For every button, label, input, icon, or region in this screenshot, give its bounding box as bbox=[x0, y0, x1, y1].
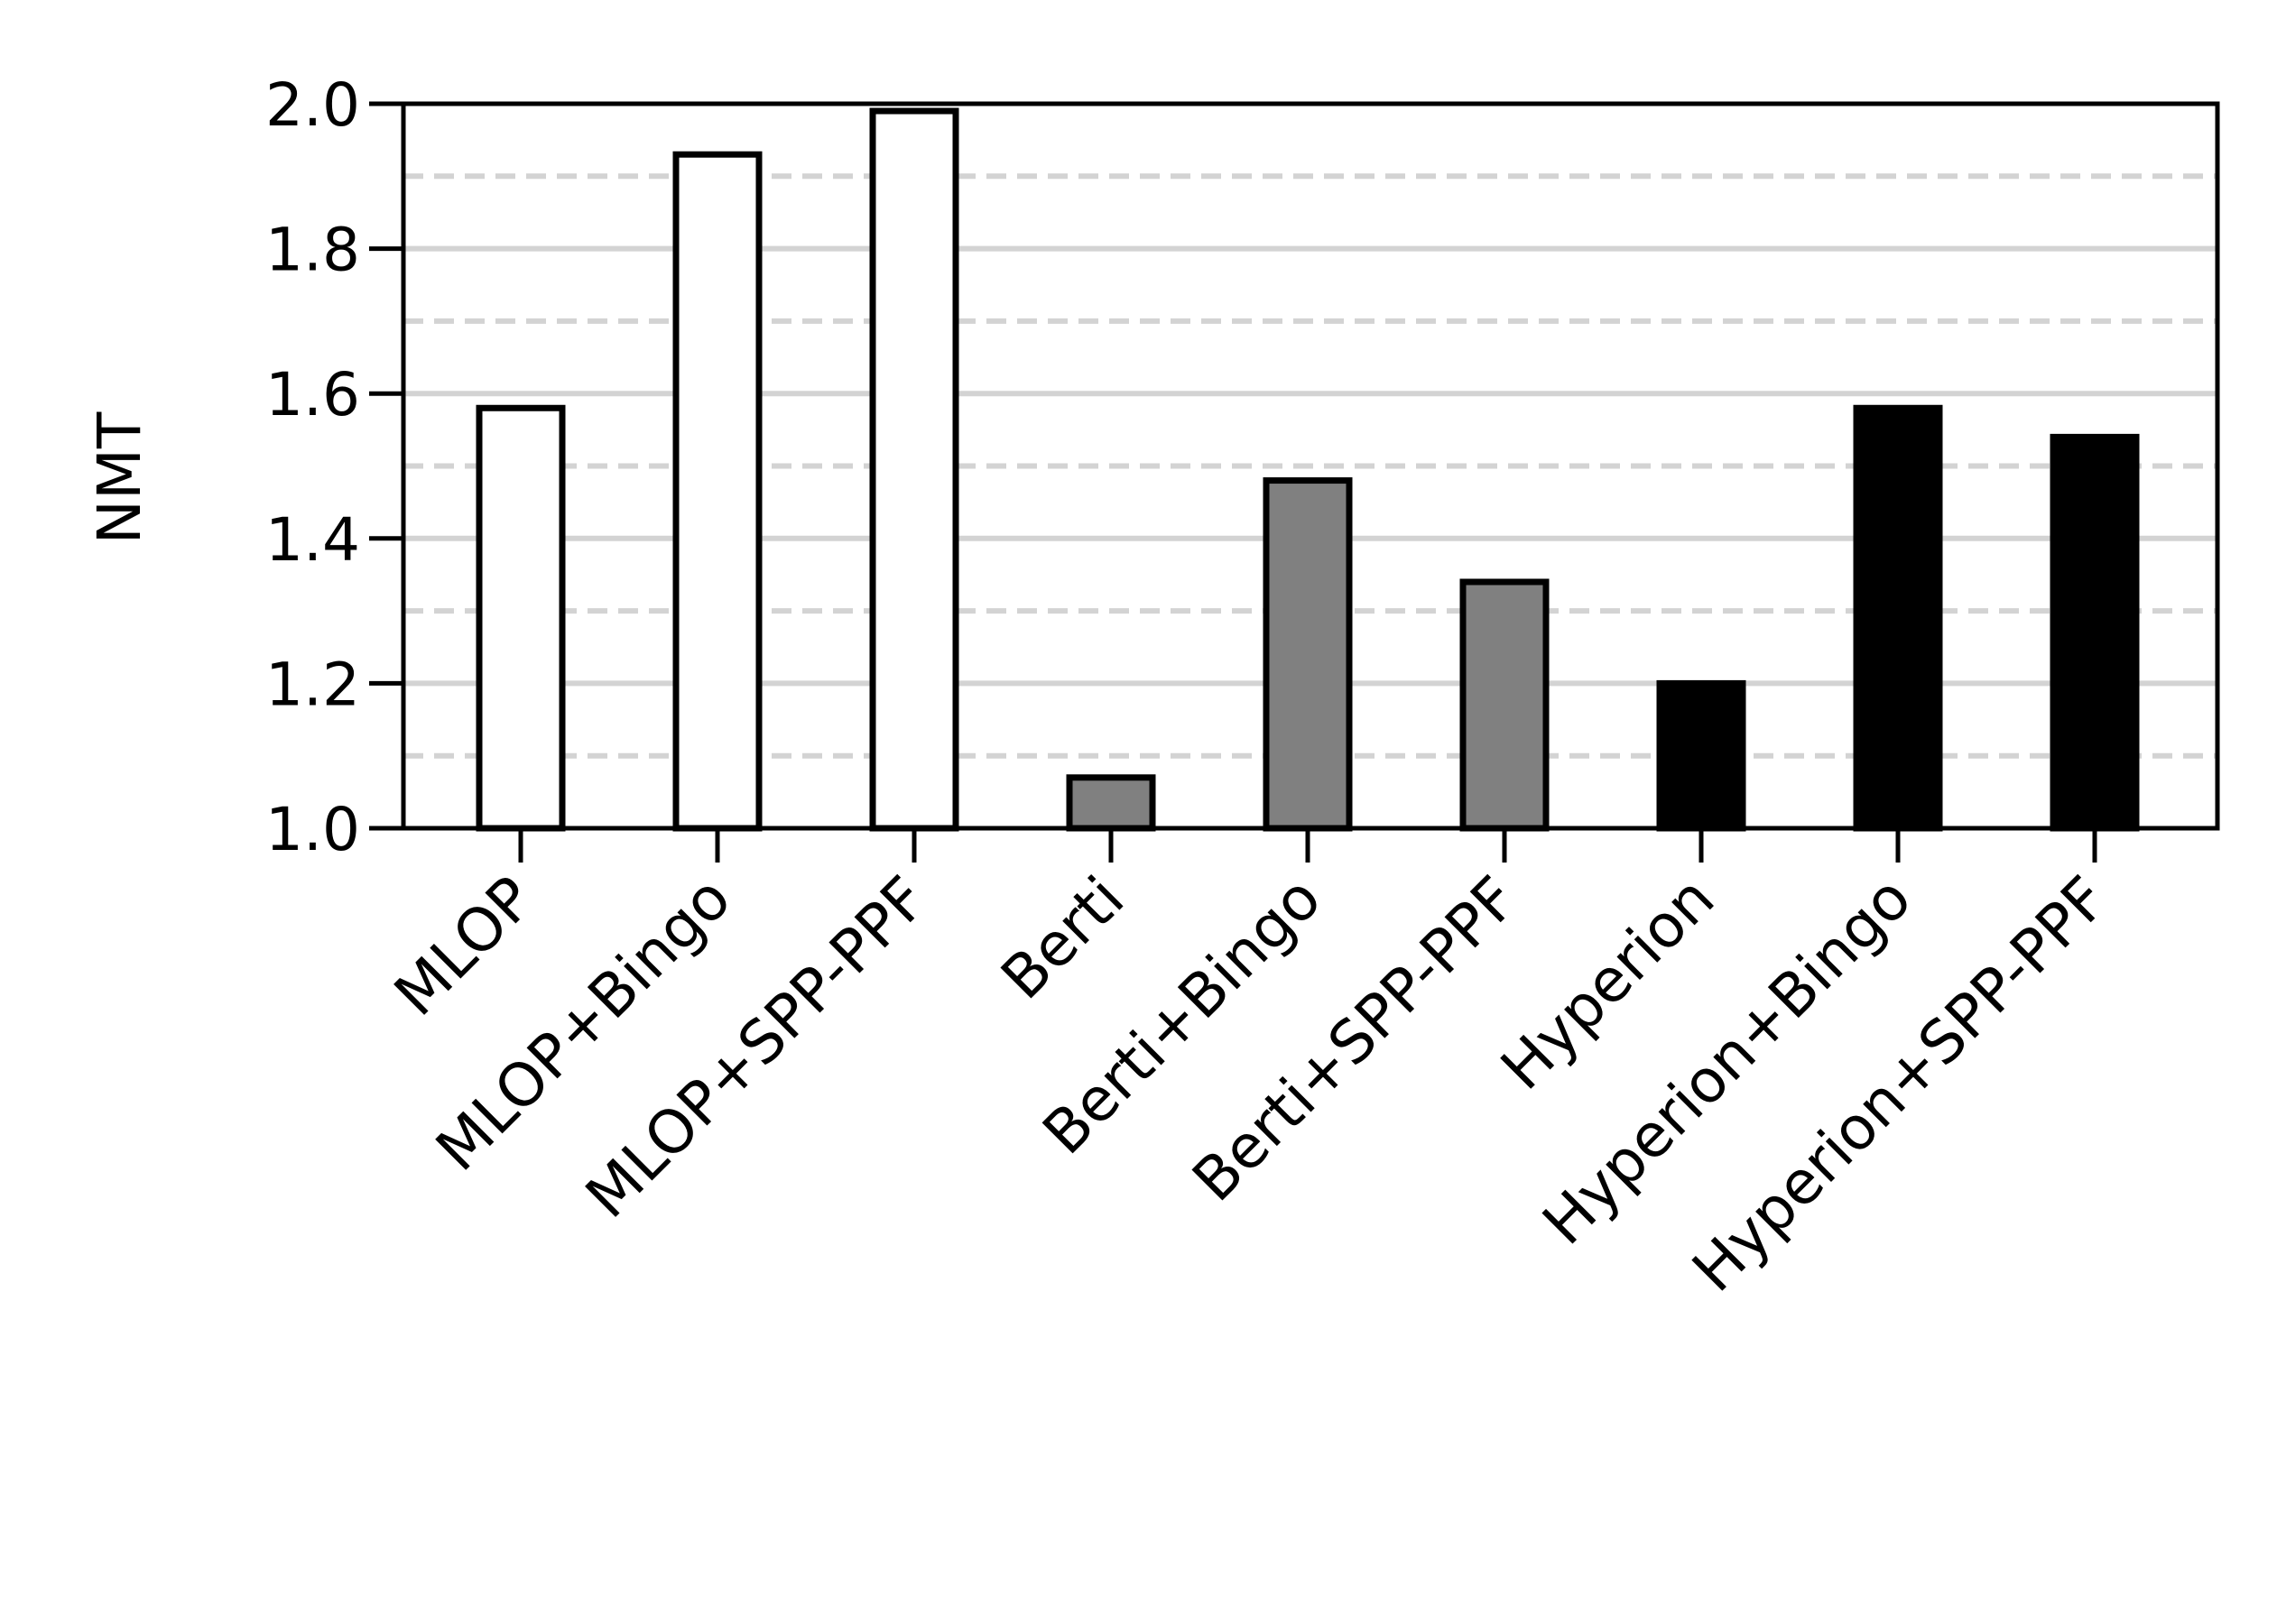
plot-frame bbox=[401, 101, 2220, 831]
y-tick-label: 1.6 bbox=[265, 360, 360, 429]
y-tick-label: 1.8 bbox=[265, 216, 360, 285]
bar-hyperion-bingo bbox=[1853, 404, 1943, 832]
bar-mlop bbox=[476, 404, 566, 832]
bar-berti bbox=[1066, 774, 1156, 832]
y-tick-label: 2.0 bbox=[265, 70, 360, 140]
bar-hyperion-spp-ppf bbox=[2050, 433, 2140, 832]
bars bbox=[476, 107, 2140, 832]
y-axis-title: NMT bbox=[85, 411, 154, 544]
x-tick-label: MLOP bbox=[381, 863, 547, 1029]
bar-berti-spp-ppf bbox=[1459, 578, 1550, 832]
bar-mlop-bingo bbox=[672, 151, 763, 832]
bar-berti-bingo bbox=[1263, 477, 1353, 832]
axes bbox=[369, 101, 2220, 863]
y-tick-label: 1.2 bbox=[265, 650, 360, 719]
bar-mlop-spp-ppf bbox=[869, 107, 959, 832]
x-tick-label: Berti bbox=[988, 863, 1138, 1013]
y-tick-label: 1.4 bbox=[265, 505, 360, 575]
x-tick-label: Hyperion+Bingo bbox=[1530, 863, 1925, 1259]
x-tick-label: MLOP+SPP-PPF bbox=[572, 863, 940, 1232]
bar-hyperion bbox=[1656, 679, 1746, 832]
y-tick-label: 1.0 bbox=[265, 795, 360, 864]
